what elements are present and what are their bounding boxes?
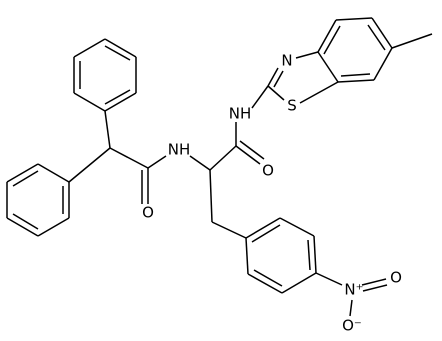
atom-label: N⁺ bbox=[344, 281, 363, 299]
atom-label: O bbox=[390, 269, 402, 287]
atom-labels: N S NH O NH O N⁺ O⁻ O bbox=[142, 52, 402, 335]
atom-label: O bbox=[262, 162, 274, 180]
atom-label: N bbox=[281, 52, 292, 70]
atom-label: O bbox=[142, 204, 154, 222]
atom-label: NH bbox=[168, 141, 191, 159]
atom-label: O⁻ bbox=[342, 317, 362, 335]
atom-label: S bbox=[287, 97, 297, 115]
bonds bbox=[6, 17, 433, 317]
atom-label: NH bbox=[229, 105, 252, 123]
